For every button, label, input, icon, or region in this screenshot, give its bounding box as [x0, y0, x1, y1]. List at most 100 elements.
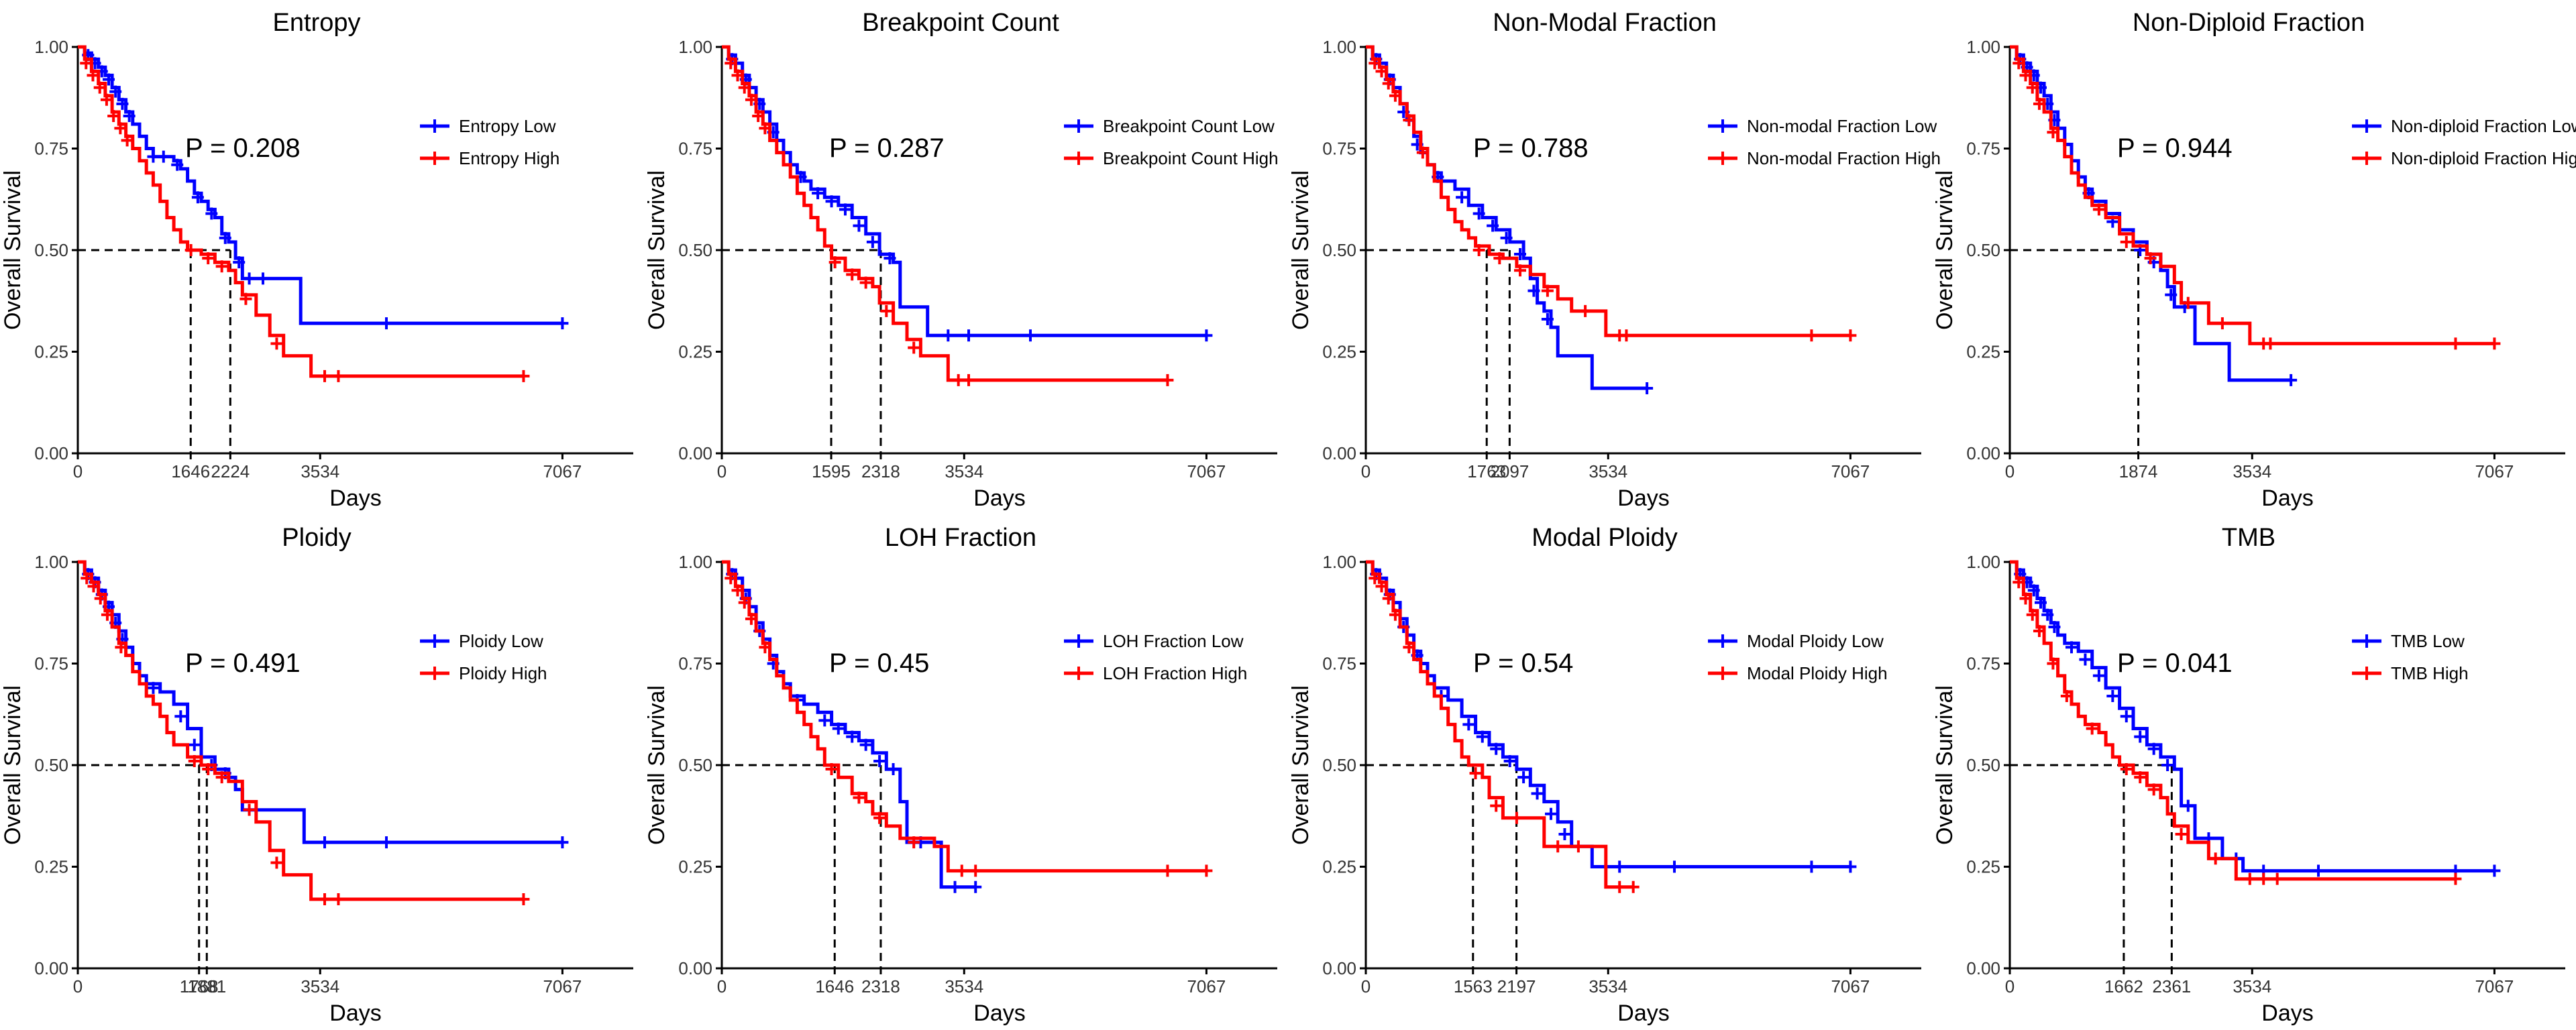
median-label: 1763 — [1467, 461, 1506, 481]
y-tick-label: 0.25 — [34, 857, 68, 877]
censor-mark — [859, 276, 872, 289]
y-tick-label: 0.50 — [1322, 755, 1356, 775]
censor-mark — [239, 292, 252, 305]
x-tick-label: 3534 — [301, 976, 339, 996]
censor-mark — [94, 592, 107, 605]
y-tick-label: 0.75 — [678, 139, 712, 159]
median-label: 1662 — [2104, 976, 2143, 996]
censor-mark — [752, 110, 765, 123]
censor-mark — [1514, 264, 1526, 277]
censor-mark — [116, 97, 129, 110]
survival-curve-high — [722, 45, 1168, 382]
censor-mark — [2209, 852, 2222, 865]
y-tick-label: 0.50 — [34, 755, 68, 775]
censor-mark — [2488, 337, 2501, 350]
censor-mark — [1527, 284, 1540, 297]
median-label: 2097 — [1490, 461, 1529, 481]
y-tick-label: 0.75 — [34, 654, 68, 674]
censor-mark — [1161, 374, 1174, 386]
censor-mark — [2060, 689, 2073, 702]
censor-mark — [853, 219, 865, 232]
censor-mark — [188, 754, 201, 767]
x-tick-label: 7067 — [2475, 461, 2514, 481]
legend-entry: Non-modal Fraction Low — [1747, 116, 1937, 136]
censor-mark — [2182, 296, 2194, 309]
x-axis-label: Days — [1617, 1000, 1669, 1026]
x-axis-label: Days — [329, 1000, 381, 1026]
censor-mark — [1514, 248, 1526, 261]
censor-mark — [1613, 860, 1626, 873]
x-tick-label: 7067 — [543, 976, 582, 996]
y-tick-label: 0.25 — [678, 857, 712, 877]
censor-mark — [1456, 191, 1468, 204]
censor-mark — [1472, 207, 1485, 220]
y-tick-label: 0.75 — [1966, 654, 2000, 674]
censor-mark — [2047, 126, 2059, 139]
legend-entry: LOH Fraction Low — [1103, 631, 1244, 651]
legend-entry: Modal Ploidy High — [1747, 663, 1888, 683]
censor-mark — [1375, 580, 1388, 593]
x-tick-label: 3534 — [1589, 461, 1627, 481]
censor-mark — [80, 57, 93, 70]
km-panel: Non-Modal Fraction Overall Survival 0.00 0.… — [1288, 9, 1941, 511]
legend-entry: Entropy High — [459, 148, 559, 168]
x-tick-label: 7067 — [1187, 976, 1226, 996]
censor-mark — [332, 893, 345, 905]
y-tick-label: 0.00 — [34, 958, 68, 978]
panel-title: Ploidy — [282, 524, 352, 552]
censor-mark — [731, 69, 744, 82]
censor-mark — [1462, 718, 1475, 731]
survival-curve-high — [722, 560, 1207, 873]
p-value: P = 0.788 — [1473, 133, 1589, 163]
censor-mark — [1493, 252, 1506, 265]
censor-mark — [2012, 576, 2025, 589]
censor-mark — [2086, 722, 2098, 735]
y-tick-label: 0.75 — [678, 654, 712, 674]
legend-entry: Ploidy High — [459, 663, 547, 683]
censor-mark — [2047, 657, 2059, 670]
censor-mark — [2134, 771, 2147, 784]
censor-mark — [812, 187, 824, 200]
censor-mark — [908, 836, 920, 849]
censor-mark — [859, 738, 872, 751]
x-tick-label: 0 — [1361, 976, 1371, 996]
panel-title: Entropy — [273, 9, 361, 37]
censor-mark — [1805, 860, 1818, 873]
censor-mark — [215, 260, 228, 273]
y-tick-label: 0.50 — [678, 240, 712, 260]
censor-mark — [2134, 730, 2147, 743]
y-tick-label: 1.00 — [1322, 37, 1356, 57]
censor-mark — [1490, 742, 1503, 755]
censor-mark — [171, 158, 184, 171]
legend-entry: Non-diploid Fraction High — [2391, 148, 2576, 168]
censor-mark — [257, 272, 269, 285]
x-tick-label: 3534 — [945, 976, 983, 996]
censor-mark — [2165, 288, 2178, 301]
legend-entry: Non-diploid Fraction Low — [2391, 116, 2576, 136]
censor-mark — [2120, 710, 2133, 723]
y-tick-label: 0.00 — [1966, 958, 2000, 978]
censor-mark — [2147, 742, 2160, 755]
y-axis-label: Overall Survival — [1932, 170, 1957, 330]
km-panel: LOH Fraction Overall Survival 0.00 0.25 0.50… — [644, 524, 1277, 1026]
censor-mark — [1389, 608, 1401, 621]
censor-mark — [759, 641, 771, 654]
censor-mark — [2106, 689, 2119, 702]
censor-mark — [1200, 864, 1213, 877]
censor-mark — [963, 374, 975, 386]
censor-mark — [846, 268, 859, 281]
censor-mark — [270, 856, 283, 869]
y-tick-label: 0.25 — [1966, 857, 2000, 877]
km-panel: Breakpoint Count Overall Survival 0.00 0.25… — [644, 9, 1279, 511]
p-value: P = 0.287 — [829, 133, 945, 163]
y-tick-label: 1.00 — [34, 552, 68, 572]
censor-mark — [188, 738, 201, 751]
y-tick-label: 1.00 — [1966, 552, 2000, 572]
panel-title: Non-Modal Fraction — [1493, 9, 1717, 37]
censor-mark — [93, 81, 106, 94]
p-value: P = 0.491 — [185, 648, 301, 678]
censor-mark — [1490, 799, 1503, 812]
censor-mark — [2312, 864, 2324, 877]
censor-mark — [103, 73, 115, 86]
